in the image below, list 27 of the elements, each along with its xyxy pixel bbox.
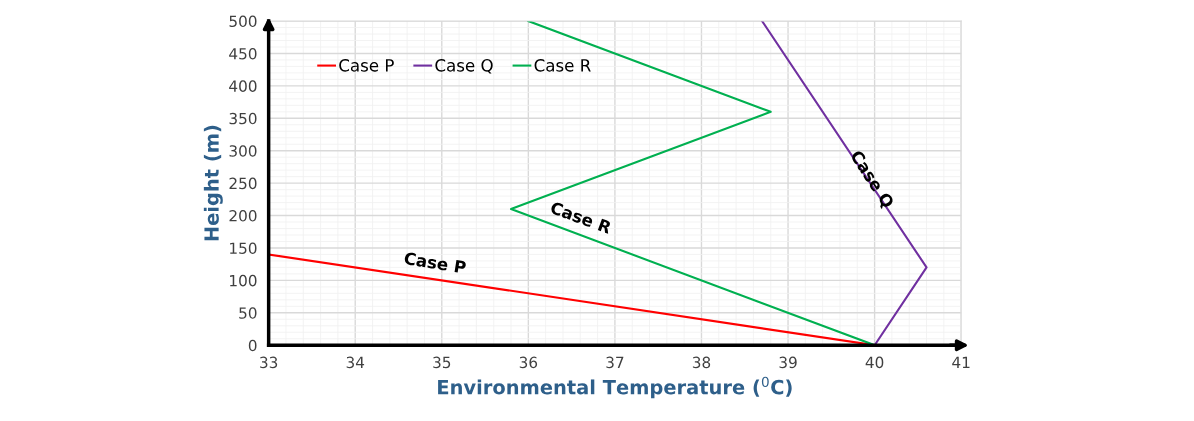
y-tick-label: 50 [239, 307, 257, 319]
x-tick-label: 33 [260, 356, 278, 369]
x-tick-label: 37 [606, 356, 624, 369]
x-tick-label: 39 [779, 356, 797, 369]
x-axis-title: Environmental Temperature ($^{0}$C) [438, 376, 792, 399]
y-tick-label: 400 [229, 80, 257, 92]
x-tick-label: 36 [519, 356, 538, 369]
legend-label: Case P [339, 59, 394, 72]
x-tick-label: 40 [865, 356, 884, 369]
y-tick-label: 250 [229, 177, 257, 190]
y-tick-label: 300 [229, 145, 257, 157]
annotation: Case P [403, 251, 467, 274]
x-tick-label: 34 [346, 356, 365, 369]
y-axis-title: Height (m) [203, 125, 223, 241]
y-tick-label: 200 [229, 210, 257, 222]
y-tick-label: 100 [230, 274, 257, 287]
y-tick-label: 0 [248, 339, 257, 352]
annotation: Case R [549, 200, 613, 235]
legend-label: Case Q [435, 59, 493, 74]
y-tick-label: 150 [230, 242, 257, 254]
x-tick-label: 35 [433, 356, 451, 369]
legend-label: Case R [534, 59, 591, 72]
x-tick-label: 41 [952, 356, 970, 368]
y-tick-label: 500 [229, 15, 257, 28]
y-tick-label: 350 [229, 112, 257, 125]
y-tick-label: 450 [229, 47, 257, 60]
x-tick-label: 38 [692, 356, 711, 369]
